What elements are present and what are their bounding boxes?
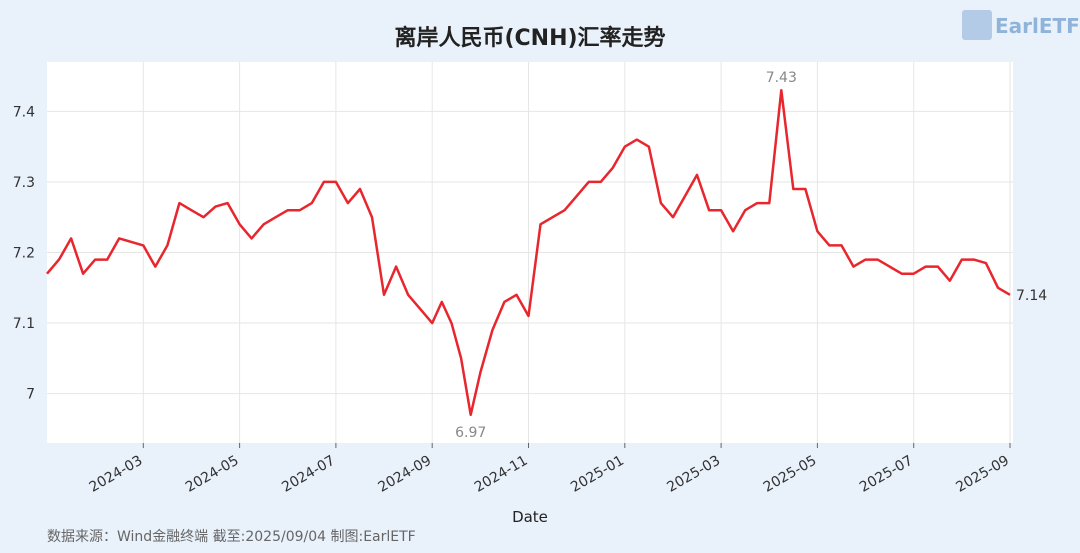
point-label: 7.43 — [766, 70, 797, 86]
data-line — [46, 88, 1011, 417]
point-label: 6.97 — [455, 425, 486, 441]
x-axis-label: Date — [512, 508, 548, 526]
y-tick-label: 7.3 — [13, 175, 35, 191]
y-tick-label: 7.4 — [13, 104, 35, 120]
y-tick-label: 7.2 — [13, 246, 35, 262]
y-tick-label: 7 — [26, 387, 35, 403]
point-label: 7.14 — [1016, 288, 1047, 304]
source-note: 数据来源：Wind金融终端 截至:2025/09/04 制图:EarlETF — [47, 529, 416, 545]
y-tick-label: 7.1 — [13, 316, 35, 332]
chart-title: 离岸人民币(CNH)汇率走势 — [394, 25, 665, 51]
logo: EarlETF — [995, 14, 1080, 38]
logo-icon — [962, 10, 992, 40]
